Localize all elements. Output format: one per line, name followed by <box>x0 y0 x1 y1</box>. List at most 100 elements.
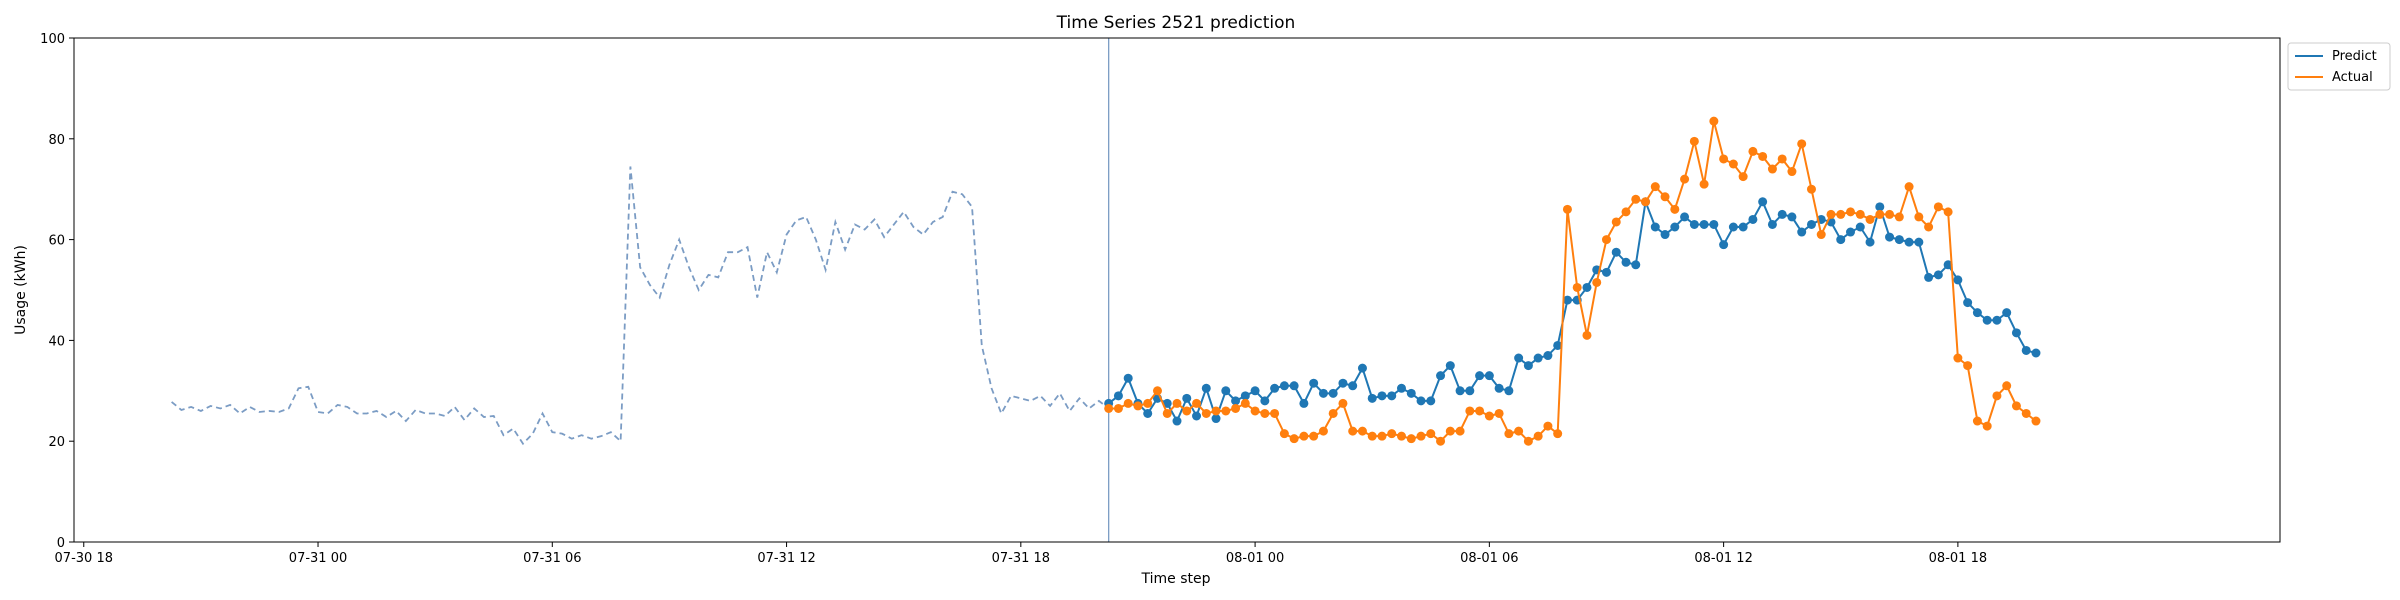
predict-point <box>1650 222 1660 232</box>
predict-point <box>1406 388 1416 398</box>
actual-point <box>1553 429 1563 439</box>
actual-point <box>1318 426 1328 436</box>
actual-point <box>1592 277 1602 287</box>
actual-point <box>1992 391 2002 401</box>
predict-point <box>1455 386 1465 396</box>
actual-point <box>2011 401 2021 411</box>
actual-point <box>1387 429 1397 439</box>
predict-point <box>1611 247 1621 257</box>
x-tick-label: 08-01 00 <box>1226 551 1284 566</box>
actual-point <box>1787 167 1797 177</box>
actual-point <box>1367 431 1377 441</box>
predict-point <box>1201 383 1211 393</box>
x-tick-label: 07-31 00 <box>289 551 347 566</box>
predict-point <box>1943 260 1953 270</box>
actual-point <box>1943 207 1953 217</box>
predict-point <box>1328 388 1338 398</box>
predict-point <box>1436 371 1446 381</box>
predict-point <box>2002 308 2012 318</box>
predict-point <box>1777 209 1787 219</box>
predict-point <box>1182 393 1192 403</box>
history-line <box>171 166 1110 446</box>
predict-point <box>1875 202 1885 212</box>
predict-point <box>1113 391 1123 401</box>
predict-point <box>1426 396 1436 406</box>
actual-point <box>1914 212 1924 222</box>
predict-point <box>1309 378 1319 388</box>
actual-point <box>1777 154 1787 164</box>
predict-point <box>1885 232 1895 242</box>
predict-point <box>1221 386 1231 396</box>
actual-point <box>1270 408 1280 418</box>
predict-point <box>1367 393 1377 403</box>
actual-point <box>1475 406 1485 416</box>
actual-point <box>1933 202 1943 212</box>
predict-point <box>1211 414 1221 424</box>
predict-point <box>1601 267 1611 277</box>
actual-point <box>2021 408 2031 418</box>
actual-point <box>1397 431 1407 441</box>
actual-point <box>1279 429 1289 439</box>
legend: Predict Actual <box>2287 42 2391 91</box>
actual-point <box>1436 436 1446 446</box>
actual-point <box>1709 116 1719 126</box>
actual-point <box>1621 207 1631 217</box>
predict-point <box>1357 363 1367 373</box>
actual-point <box>1133 401 1143 411</box>
predict-point <box>1523 361 1533 371</box>
actual-point <box>1465 406 1475 416</box>
actual-point <box>1416 431 1426 441</box>
x-tick-label: 07-30 18 <box>55 551 113 566</box>
predict-point <box>1894 235 1904 245</box>
predict-point <box>1582 282 1592 292</box>
actual-point <box>1689 136 1699 146</box>
y-axis-label: Usage (kWh) <box>13 245 29 335</box>
actual-point <box>1758 151 1768 161</box>
actual-point <box>1182 406 1192 416</box>
actual-point <box>1152 386 1162 396</box>
predict-point <box>1299 398 1309 408</box>
predict-point <box>2011 328 2021 338</box>
predict-point <box>1123 373 1133 383</box>
predict-point <box>1924 272 1934 282</box>
predict-point <box>1240 391 1250 401</box>
actual-point <box>1582 330 1592 340</box>
actual-point <box>1806 184 1816 194</box>
actual-point <box>1846 207 1856 217</box>
actual-point <box>1953 353 1963 363</box>
plot-area: 0 20 40 60 80 100 07-30 18 07-31 00 07-31 06 07-3… <box>40 32 2281 566</box>
actual-point <box>1670 204 1680 214</box>
actual-point <box>1562 204 1572 214</box>
actual-point <box>1260 408 1270 418</box>
actual-point <box>2031 416 2041 426</box>
actual-point <box>1728 159 1738 169</box>
y-tick-label: 100 <box>40 32 65 47</box>
predict-point <box>1533 353 1543 363</box>
predict-point <box>1162 398 1172 408</box>
actual-point <box>1767 164 1777 174</box>
actual-point <box>1406 434 1416 444</box>
actual-point <box>1328 408 1338 418</box>
actual-point <box>1484 411 1494 421</box>
actual-point <box>1543 421 1553 431</box>
predict-point <box>1260 396 1270 406</box>
x-tick-label: 07-31 18 <box>992 551 1050 566</box>
predict-point <box>1728 222 1738 232</box>
actual-point <box>1719 154 1729 164</box>
y-tick-label: 80 <box>48 133 65 148</box>
actual-point <box>1699 179 1709 189</box>
actual-point <box>1192 398 1202 408</box>
y-tick-label: 0 <box>57 536 65 551</box>
predict-point <box>1865 237 1875 247</box>
predict-point <box>1553 340 1563 350</box>
actual-point <box>1123 398 1133 408</box>
predict-point <box>1846 227 1856 237</box>
x-tick-label: 07-31 12 <box>757 551 815 566</box>
actual-point <box>1338 398 1348 408</box>
predict-point <box>1143 408 1153 418</box>
actual-point <box>1113 403 1123 413</box>
actual-point <box>1240 398 1250 408</box>
predict-point <box>1318 388 1328 398</box>
actual-point <box>1631 194 1641 204</box>
